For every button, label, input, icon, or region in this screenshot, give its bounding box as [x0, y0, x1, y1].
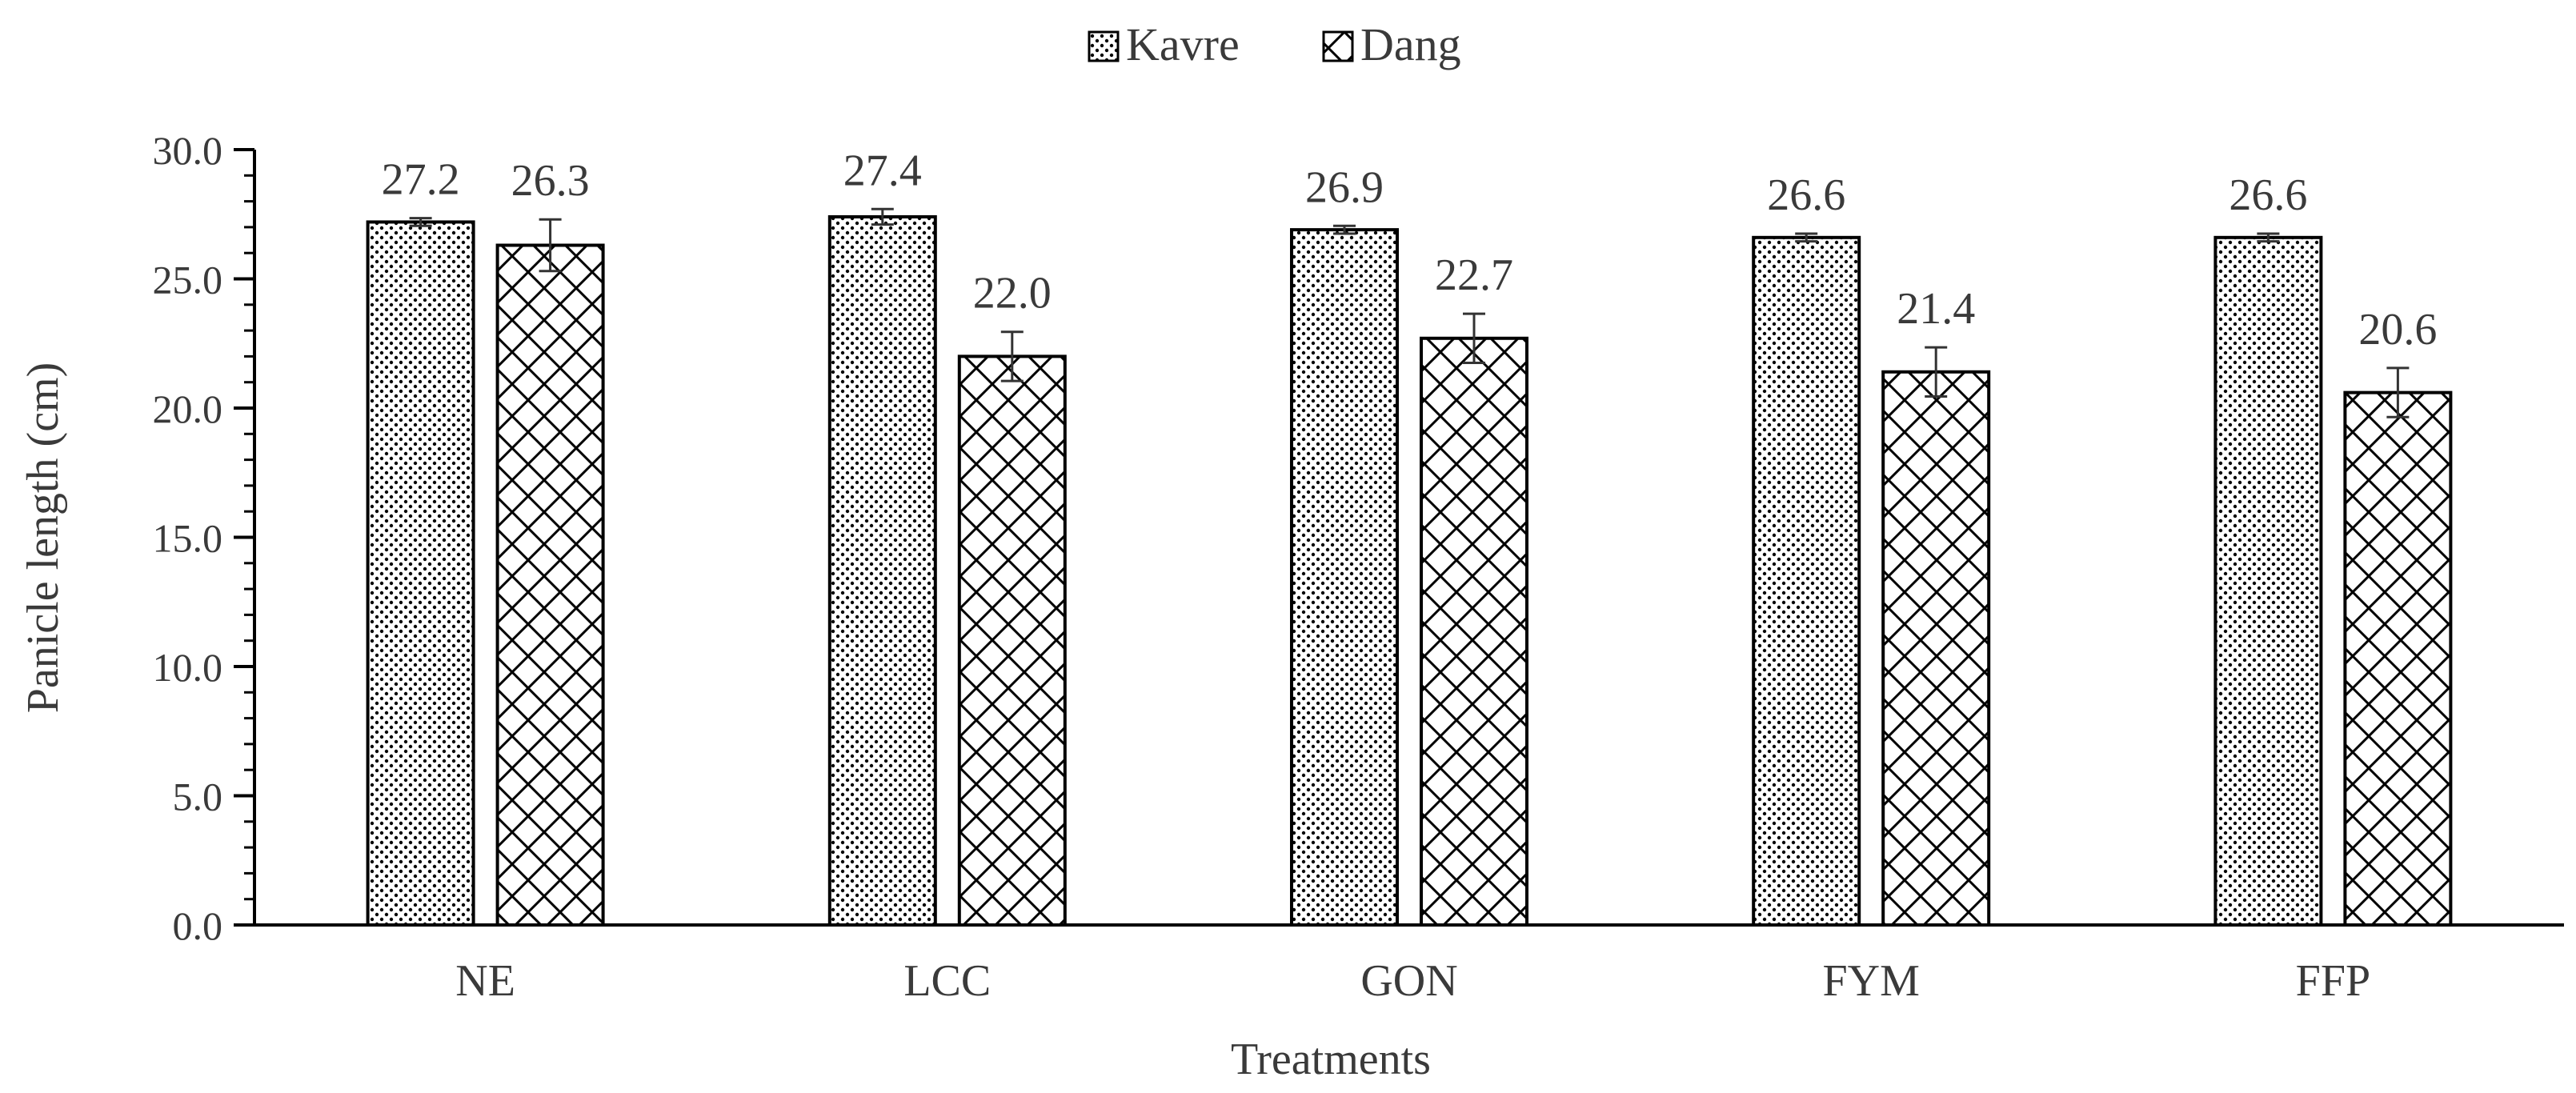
x-tick-label-fym: FYM	[1823, 956, 1920, 1006]
bar-kavre-ffp	[2213, 235, 2323, 927]
y-tick-label: 10.0	[153, 645, 223, 690]
data-label-kavre-ne: 27.2	[382, 155, 460, 205]
y-axis-ticks: 0.0 5.0 10.0 15.0 20.0 25.0 30.0	[153, 128, 254, 948]
y-tick-label: 0.0	[173, 903, 223, 948]
error-bar-kavre-ne	[409, 217, 432, 227]
bar-kavre-gon	[1290, 228, 1399, 927]
error-bars	[409, 207, 2410, 418]
bar-dang-lcc	[957, 354, 1067, 927]
y-tick-label: 5.0	[173, 775, 223, 819]
legend: Kavre Dang	[1088, 18, 1461, 70]
x-tick-label-lcc: LCC	[903, 956, 991, 1006]
error-bar-dang-ne	[539, 218, 562, 273]
data-label-kavre-gon: 26.9	[1305, 162, 1384, 212]
y-tick-label: 25.0	[153, 258, 223, 302]
data-label-dang-ne: 26.3	[511, 156, 590, 206]
legend-swatch-kavre	[1088, 30, 1120, 62]
legend-swatch-dang	[1322, 30, 1354, 62]
x-axis-title: Treatments	[1231, 1035, 1431, 1084]
data-label-kavre-ffp: 26.6	[2229, 170, 2307, 220]
data-label-dang-gon: 22.7	[1435, 250, 1513, 300]
error-bar-dang-ffp	[2386, 366, 2410, 418]
error-bar-kavre-gon	[1333, 224, 1356, 235]
legend-label-kavre: Kavre	[1126, 18, 1240, 70]
data-label-kavre-lcc: 27.4	[843, 146, 922, 195]
x-tick-label-gon: GON	[1360, 956, 1457, 1006]
y-tick-label: 20.0	[153, 386, 223, 431]
bar-kavre-lcc	[827, 214, 937, 927]
x-axis-labels: NE LCC GON FYM FFP	[455, 956, 2370, 1006]
bar-dang-ffp	[2343, 390, 2453, 927]
y-axis-title: Panicle length (cm)	[18, 362, 68, 714]
bar-kavre-ne	[366, 220, 475, 927]
legend-label-dang: Dang	[1360, 18, 1461, 70]
x-tick-label-ffp: FFP	[2296, 956, 2370, 1006]
error-bar-kavre-lcc	[871, 207, 894, 226]
data-label-dang-lcc: 22.0	[973, 269, 1052, 318]
bar-kavre-fym	[1752, 235, 1861, 927]
bar-dang-ne	[495, 243, 605, 927]
error-bar-kavre-ffp	[2257, 232, 2280, 243]
x-tick-label-ne: NE	[455, 956, 515, 1006]
data-label-kavre-fym: 26.6	[1767, 170, 1845, 220]
y-tick-label: 15.0	[153, 516, 223, 561]
error-bar-dang-fym	[1925, 346, 1948, 398]
y-tick-label: 30.0	[153, 128, 223, 173]
bar-dang-fym	[1881, 370, 1991, 927]
data-label-dang-ffp: 20.6	[2358, 305, 2437, 354]
error-bar-dang-lcc	[1000, 330, 1024, 382]
error-bar-kavre-fym	[1795, 232, 1818, 243]
data-labels: 27.2 26.3 27.4 22.0 26.9 22.7 26.6 21.4 26.6 20.6	[382, 146, 2438, 354]
bars	[366, 214, 2453, 927]
bar-dang-gon	[1420, 336, 1528, 927]
error-bar-dang-gon	[1463, 312, 1485, 364]
data-label-dang-fym: 21.4	[1897, 284, 1975, 334]
